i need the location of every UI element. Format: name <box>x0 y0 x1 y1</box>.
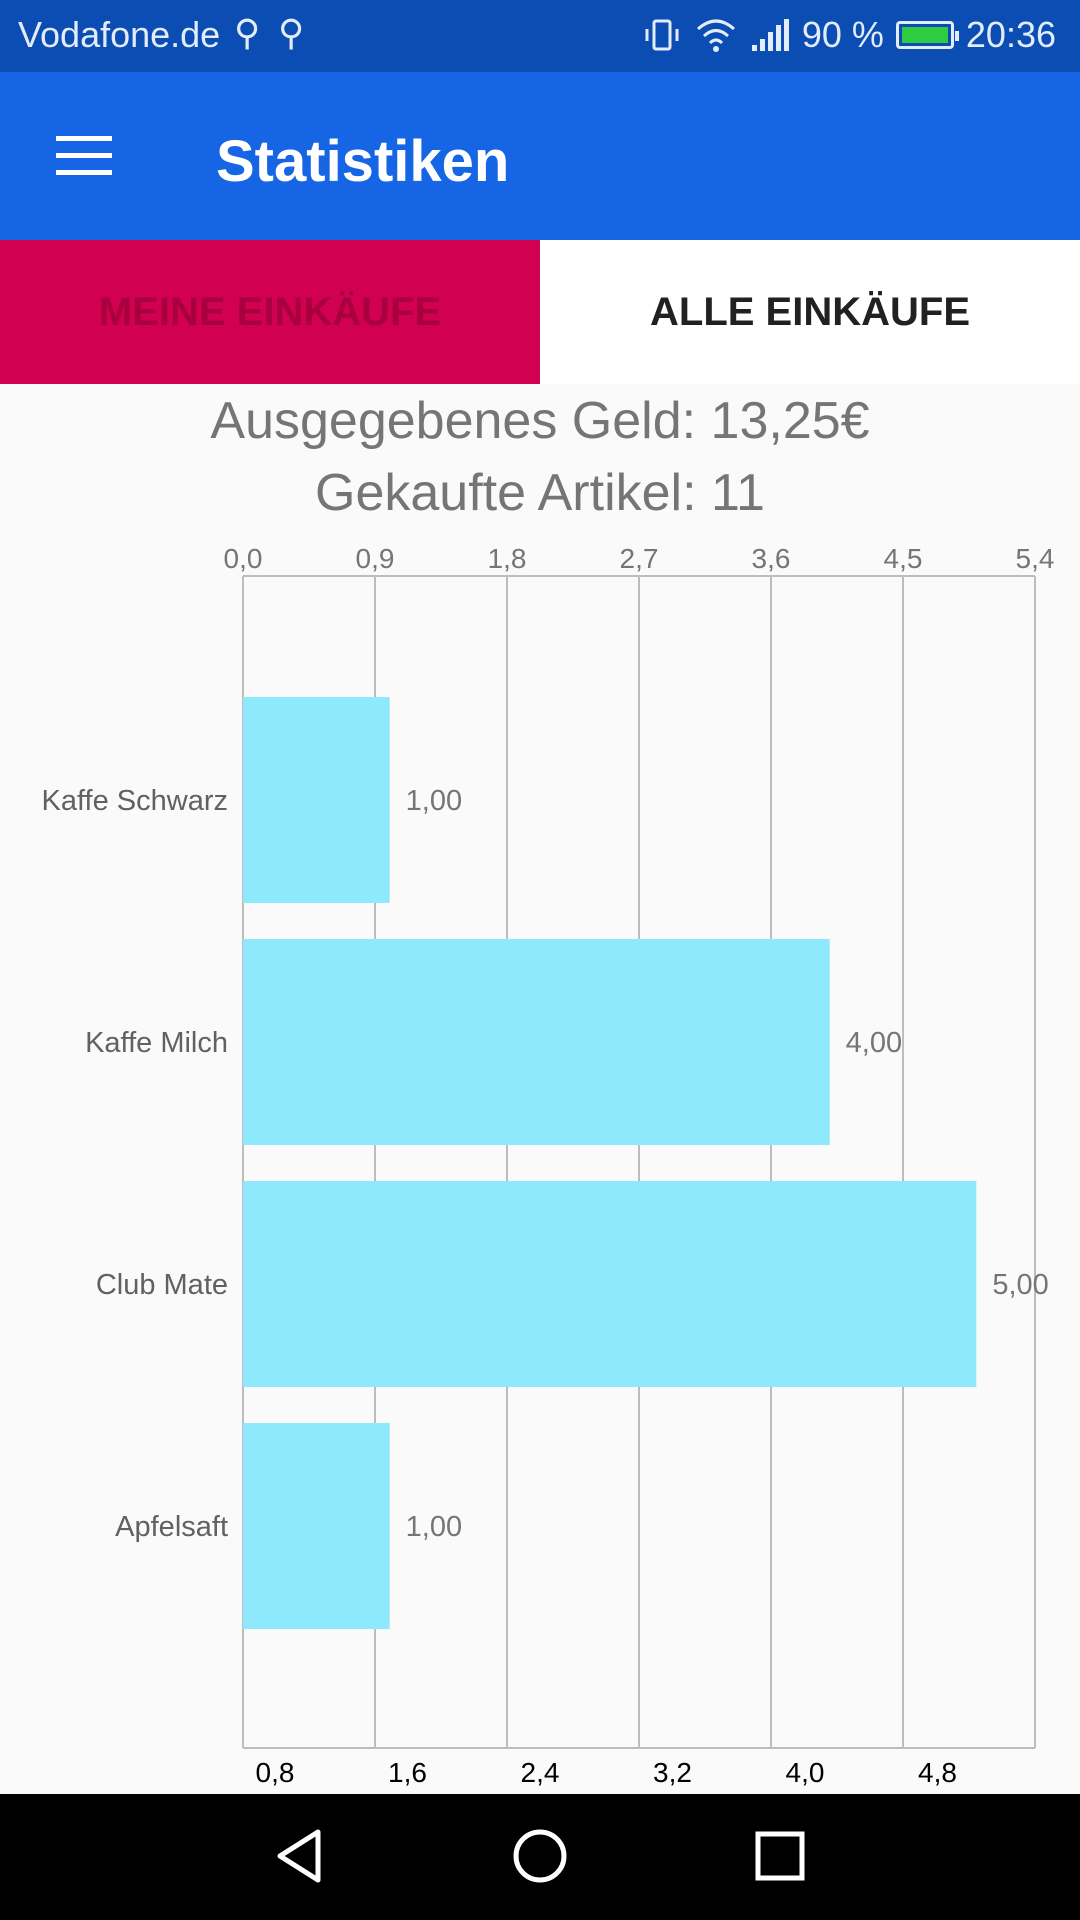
data-label: 1,00 <box>406 785 462 817</box>
clock: 20:36 <box>965 14 1056 55</box>
recents-icon[interactable] <box>748 1824 812 1888</box>
wifi-icon <box>696 19 735 52</box>
bottom-axis-tick-label: 4,0 <box>786 1757 825 1788</box>
top-axis-tick-label: 1,8 <box>488 543 527 574</box>
signal-icon <box>751 19 789 51</box>
tab-alle-einkaeufe[interactable]: ALLE EINKÄUFE <box>540 240 1080 384</box>
battery-icon <box>895 21 959 49</box>
status-right: 90 % 20:36 <box>642 14 1056 56</box>
bar <box>243 939 830 1145</box>
vibrate-icon <box>645 19 679 51</box>
top-axis-tick-label: 2,7 <box>620 543 659 574</box>
bottom-axis-tick-label: 2,4 <box>521 1757 560 1788</box>
tab-meine-einkaeufe[interactable]: MEINE EINKÄUFE <box>0 240 540 384</box>
status-bar: Vodafone.de ⚲ ⚲ 90 % 20:36 <box>0 0 1080 72</box>
top-axis-tick-label: 5,4 <box>1016 543 1055 574</box>
usb-icon: ⚲ <box>278 12 305 53</box>
tab-bar: MEINE EINKÄUFE ALLE EINKÄUFE <box>0 240 1080 384</box>
hamburger-menu-icon[interactable] <box>56 136 112 176</box>
battery-percent: 90 % <box>801 14 884 55</box>
items-bought-text: Gekaufte Artikel: 11 <box>315 464 765 522</box>
category-label: Kaffe Schwarz <box>42 785 228 817</box>
bar <box>243 697 390 903</box>
bar <box>243 1181 977 1387</box>
home-icon[interactable] <box>508 1824 572 1888</box>
bar <box>243 1423 390 1629</box>
top-axis-tick-label: 3,6 <box>752 543 791 574</box>
data-label: 4,00 <box>846 1027 902 1059</box>
bottom-axis-tick-label: 4,8 <box>918 1757 957 1788</box>
navigation-bar <box>0 1794 1080 1920</box>
carrier-name: Vodafone.de <box>18 14 221 55</box>
back-icon[interactable] <box>268 1824 332 1888</box>
page-title: Statistiken <box>216 129 510 194</box>
top-axis-tick-label: 4,5 <box>884 543 923 574</box>
category-label: Club Mate <box>96 1269 228 1301</box>
money-spent-text: Ausgegebenes Geld: 13,25€ <box>210 392 870 450</box>
bottom-axis-tick-label: 1,6 <box>388 1757 427 1788</box>
bottom-axis-tick-label: 3,2 <box>653 1757 692 1788</box>
app-bar: Statistiken <box>0 72 1080 240</box>
bottom-axis-tick-label: 0,8 <box>256 1757 295 1788</box>
usb-icon: ⚲ <box>234 12 261 53</box>
data-label: 5,00 <box>992 1269 1048 1301</box>
summary: Ausgegebenes Geld: 13,25€ Gekaufte Artik… <box>0 385 1080 529</box>
data-label: 1,00 <box>406 1511 462 1543</box>
category-label: Apfelsaft <box>115 1511 228 1543</box>
category-label: Kaffe Milch <box>85 1027 228 1059</box>
top-axis-tick-label: 0,0 <box>224 543 263 574</box>
top-axis-tick-label: 0,9 <box>356 543 395 574</box>
